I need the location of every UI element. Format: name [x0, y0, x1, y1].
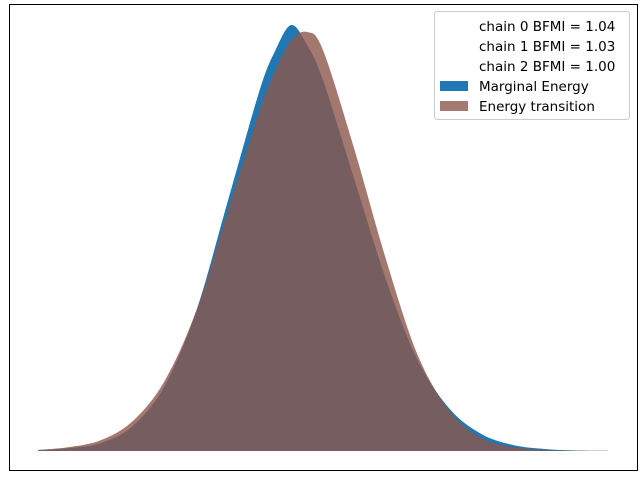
density-areas — [38, 24, 608, 452]
legend-marginal-energy-swatch — [440, 81, 468, 91]
legend-energy-transition-swatch — [440, 101, 468, 111]
legend-chain-0-bfmi: chain 0 BFMI = 1.04 — [479, 19, 615, 35]
legend-box — [434, 11, 630, 120]
plot-frame — [9, 4, 638, 471]
area-energy-transition — [38, 31, 608, 451]
legend-chain-1-bfmi: chain 1 BFMI = 1.03 — [479, 39, 615, 55]
legend-energy-transition-label: Energy transition — [479, 99, 595, 115]
legend-chain-2-bfmi: chain 2 BFMI = 1.00 — [479, 59, 615, 75]
legend-marginal-energy-label: Marginal Energy — [479, 79, 589, 95]
legend: chain 0 BFMI = 1.04 chain 1 BFMI = 1.03 … — [434, 11, 630, 120]
